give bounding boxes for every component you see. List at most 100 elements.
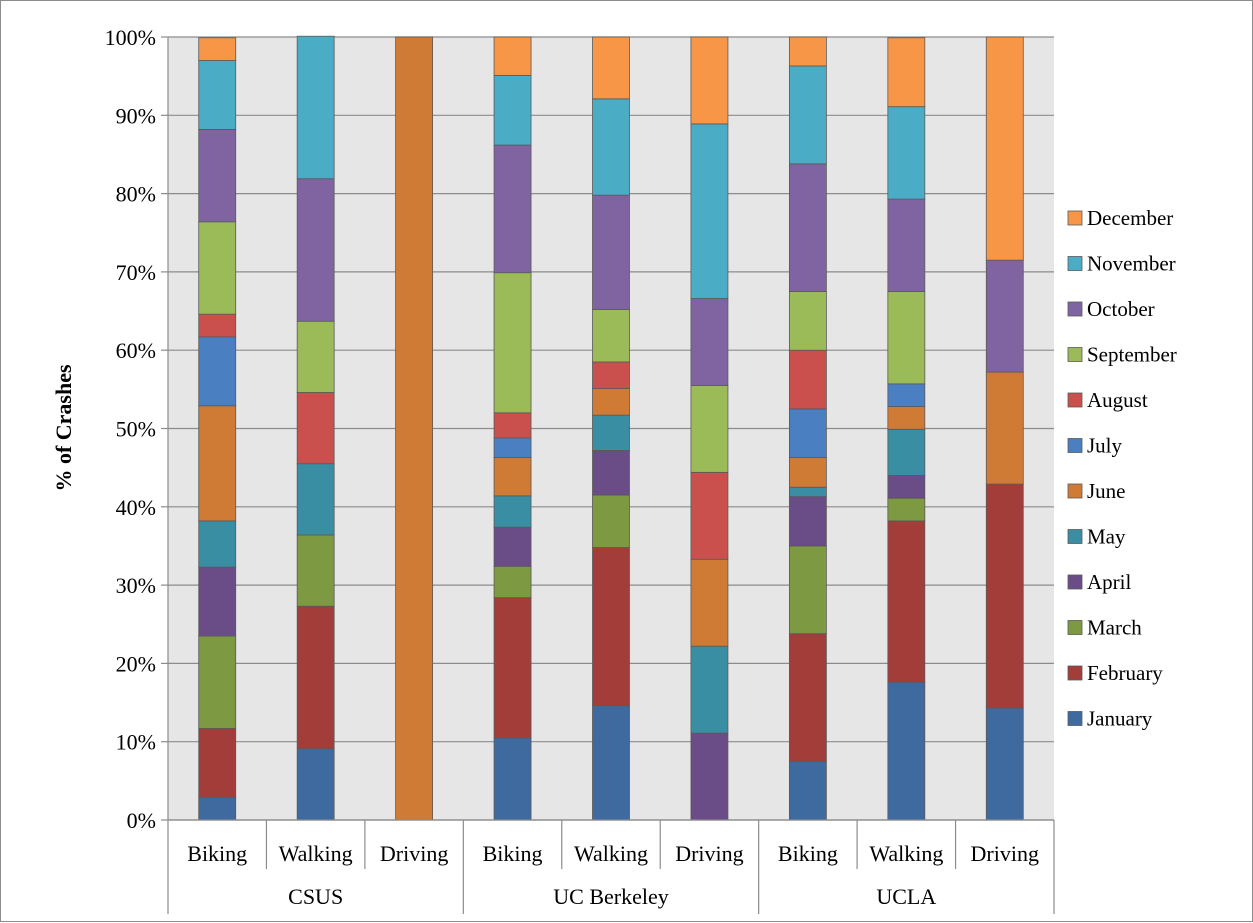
x-group-label: UCLA — [876, 884, 936, 909]
y-tick-label: 90% — [116, 103, 156, 128]
legend-label: February — [1087, 661, 1163, 685]
bar-segment-february — [198, 727, 237, 798]
bar-segment-october — [788, 163, 827, 292]
bar-segment-october — [887, 198, 926, 292]
bar-segment-february — [493, 597, 532, 739]
bar-segment-march — [788, 545, 827, 635]
legend-label: January — [1087, 707, 1153, 731]
bar-segment-april — [788, 496, 827, 547]
bar-segment-january — [985, 707, 1024, 821]
bar-segment-october — [493, 144, 532, 274]
y-tick-label: 20% — [116, 651, 156, 676]
bar-segment-october — [592, 194, 630, 310]
y-tick-labels: 0% 10% 20% 30% 40% 50% 60% 70% 80% 90% 100% — [105, 25, 156, 833]
legend-swatch — [1067, 392, 1083, 408]
bar-segment-november — [887, 106, 926, 200]
bar-segment-october — [985, 259, 1024, 373]
legend-item-may: May — [1067, 525, 1126, 549]
bar-segment-march — [198, 635, 237, 729]
legend-swatch — [1067, 665, 1083, 681]
bar-segment-december — [985, 36, 1024, 261]
legend-label: October — [1087, 297, 1155, 321]
bar-segment-june — [788, 457, 827, 488]
bar-segment-september — [887, 291, 926, 385]
x-category-label: Walking — [574, 841, 648, 866]
y-axis-title: % of Crashes — [51, 364, 76, 492]
bar-segment-april — [690, 732, 729, 821]
legend: December November October September August Ju… — [1067, 206, 1177, 731]
x-category-label: Walking — [279, 841, 353, 866]
bar-segment-march — [296, 534, 335, 607]
legend-label: September — [1087, 343, 1177, 367]
x-category-label: Driving — [675, 841, 743, 866]
y-tick-label: 100% — [105, 25, 156, 50]
x-group-label: CSUS — [288, 884, 343, 909]
bar-segment-july — [788, 408, 827, 458]
bar-segment-october — [690, 298, 729, 386]
legend-item-march: March — [1067, 616, 1142, 640]
bar-segment-february — [887, 520, 926, 683]
bar-segment-may — [690, 645, 729, 734]
y-tick-label: 80% — [116, 182, 156, 207]
bar-segment-september — [788, 291, 827, 351]
bar-segment-july — [493, 437, 532, 458]
bar-segment-january — [198, 796, 237, 821]
legend-item-april: April — [1067, 570, 1131, 594]
legend-label: July — [1087, 434, 1123, 458]
legend-swatch — [1067, 711, 1083, 726]
bar-segment-march — [887, 497, 926, 522]
y-tick-label: 10% — [116, 730, 156, 755]
y-tick-label: 0% — [127, 808, 156, 833]
x-category-label: Driving — [971, 841, 1039, 866]
bar-segment-november — [592, 98, 630, 196]
bar-segment-june — [493, 457, 532, 497]
x-category-label: Biking — [187, 841, 247, 866]
legend-swatch — [1067, 210, 1083, 226]
bar-segment-november — [690, 123, 729, 299]
legend-swatch — [1067, 574, 1083, 590]
bar-segment-december — [493, 36, 532, 76]
bar-segment-september — [493, 272, 532, 414]
bar-segment-november — [296, 35, 335, 180]
bar-segment-april — [198, 566, 237, 637]
bar-segment-september — [690, 385, 729, 473]
bar-segment-december — [198, 37, 237, 61]
x-category-label: Biking — [778, 841, 838, 866]
bar-segment-september — [592, 309, 630, 363]
bar-segment-august — [493, 412, 532, 439]
bar-segment-january — [887, 681, 926, 821]
y-tick-label: 50% — [116, 417, 156, 442]
bar-segment-january — [493, 737, 532, 821]
bar-segment-april — [493, 526, 532, 567]
bar-segment-june — [985, 371, 1024, 485]
bar-segment-december — [887, 37, 926, 108]
y-tick-label: 60% — [116, 338, 156, 363]
bar-segment-september — [198, 221, 237, 315]
x-group-label: UC Berkeley — [553, 884, 668, 909]
bar-segment-august — [690, 471, 729, 560]
legend-swatch — [1067, 438, 1083, 453]
legend-swatch — [1067, 529, 1083, 544]
legend-item-november: November — [1067, 252, 1176, 276]
bar-segment-december — [690, 36, 729, 125]
bar-segment-june — [592, 388, 630, 416]
bar-segment-november — [493, 74, 532, 146]
legend-label: November — [1087, 252, 1176, 276]
y-tick-label: 40% — [116, 495, 156, 520]
bar-segment-february — [296, 605, 335, 750]
bar-segment-october — [296, 178, 335, 322]
bar-segment-june — [887, 406, 926, 430]
bar-segment-february — [985, 483, 1024, 709]
bar-segment-august — [592, 361, 630, 389]
x-category-label: Walking — [869, 841, 943, 866]
bar-segment-april — [887, 475, 926, 499]
bar-segment-february — [592, 547, 630, 707]
bar-segment-march — [592, 494, 630, 548]
legend-item-december: December — [1067, 206, 1173, 230]
bar-segment-november — [198, 60, 237, 130]
legend-label: May — [1087, 525, 1126, 549]
legend-swatch — [1067, 620, 1083, 635]
legend-label: March — [1087, 616, 1142, 640]
y-tick-label: 30% — [116, 573, 156, 598]
